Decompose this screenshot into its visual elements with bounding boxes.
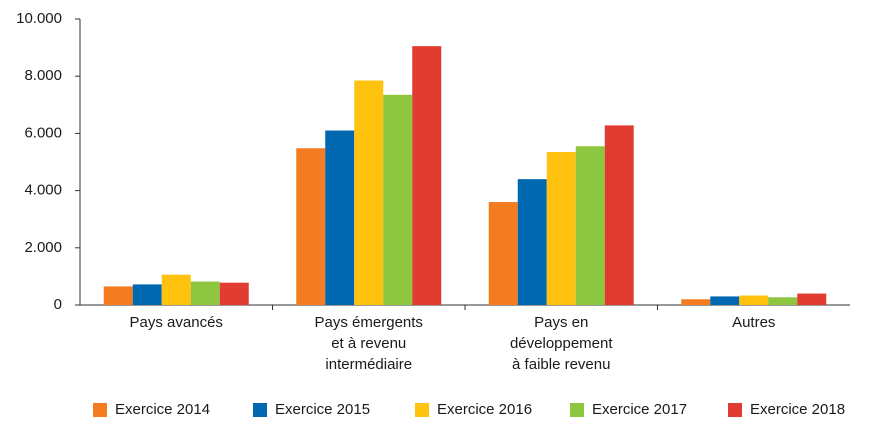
x-tick-label: Pays en développement à faible revenu xyxy=(510,314,613,373)
y-tick-label: 4.000 xyxy=(24,182,62,199)
legend-swatch xyxy=(728,403,742,417)
y-tick-label: 10.000 xyxy=(16,10,62,27)
legend-label: Exercice 2018 xyxy=(750,401,845,418)
bar xyxy=(219,282,249,305)
x-tick-label-line: développement xyxy=(510,335,613,352)
bar xyxy=(710,296,740,305)
bar xyxy=(604,125,634,305)
y-tick-label: 2.000 xyxy=(24,239,62,256)
x-tick-label-line: intermédiaire xyxy=(325,356,412,373)
legend-swatch xyxy=(253,403,267,417)
bar xyxy=(488,202,518,305)
bar xyxy=(681,299,711,305)
bar xyxy=(739,295,769,305)
bar xyxy=(190,281,220,305)
bar xyxy=(161,274,191,305)
y-tick-label: 0 xyxy=(54,296,62,313)
bar xyxy=(325,130,355,305)
bar xyxy=(797,293,827,305)
legend-label: Exercice 2016 xyxy=(437,401,532,418)
x-tick-label-line: Pays en xyxy=(534,314,588,331)
bar xyxy=(517,179,547,305)
x-tick-label-line: et à revenu xyxy=(331,335,406,352)
x-tick-label-line: Autres xyxy=(732,314,775,331)
bar xyxy=(412,46,442,306)
bar xyxy=(354,80,384,306)
legend-swatch xyxy=(415,403,429,417)
bar xyxy=(132,284,162,305)
legend-swatch xyxy=(570,403,584,417)
bar xyxy=(768,297,798,305)
bar xyxy=(383,94,413,305)
x-tick-label-line: Pays avancés xyxy=(130,314,223,331)
bar xyxy=(296,148,326,305)
legend-label: Exercice 2015 xyxy=(275,401,370,418)
bar xyxy=(575,146,605,305)
legend-label: Exercice 2017 xyxy=(592,401,687,418)
bar xyxy=(103,286,133,305)
x-tick-label: Autres xyxy=(732,314,775,331)
x-tick-label: Pays émergents et à revenu intermédiaire xyxy=(315,314,423,373)
legend-label: Exercice 2014 xyxy=(115,401,210,418)
bar xyxy=(546,151,576,305)
legend-swatch xyxy=(93,403,107,417)
y-tick-label: 6.000 xyxy=(24,124,62,141)
x-tick-label: Pays avancés xyxy=(130,314,223,331)
x-tick-label-line: à faible revenu xyxy=(512,356,610,373)
y-tick-label: 8.000 xyxy=(24,67,62,84)
x-tick-label-line: Pays émergents xyxy=(315,314,423,331)
